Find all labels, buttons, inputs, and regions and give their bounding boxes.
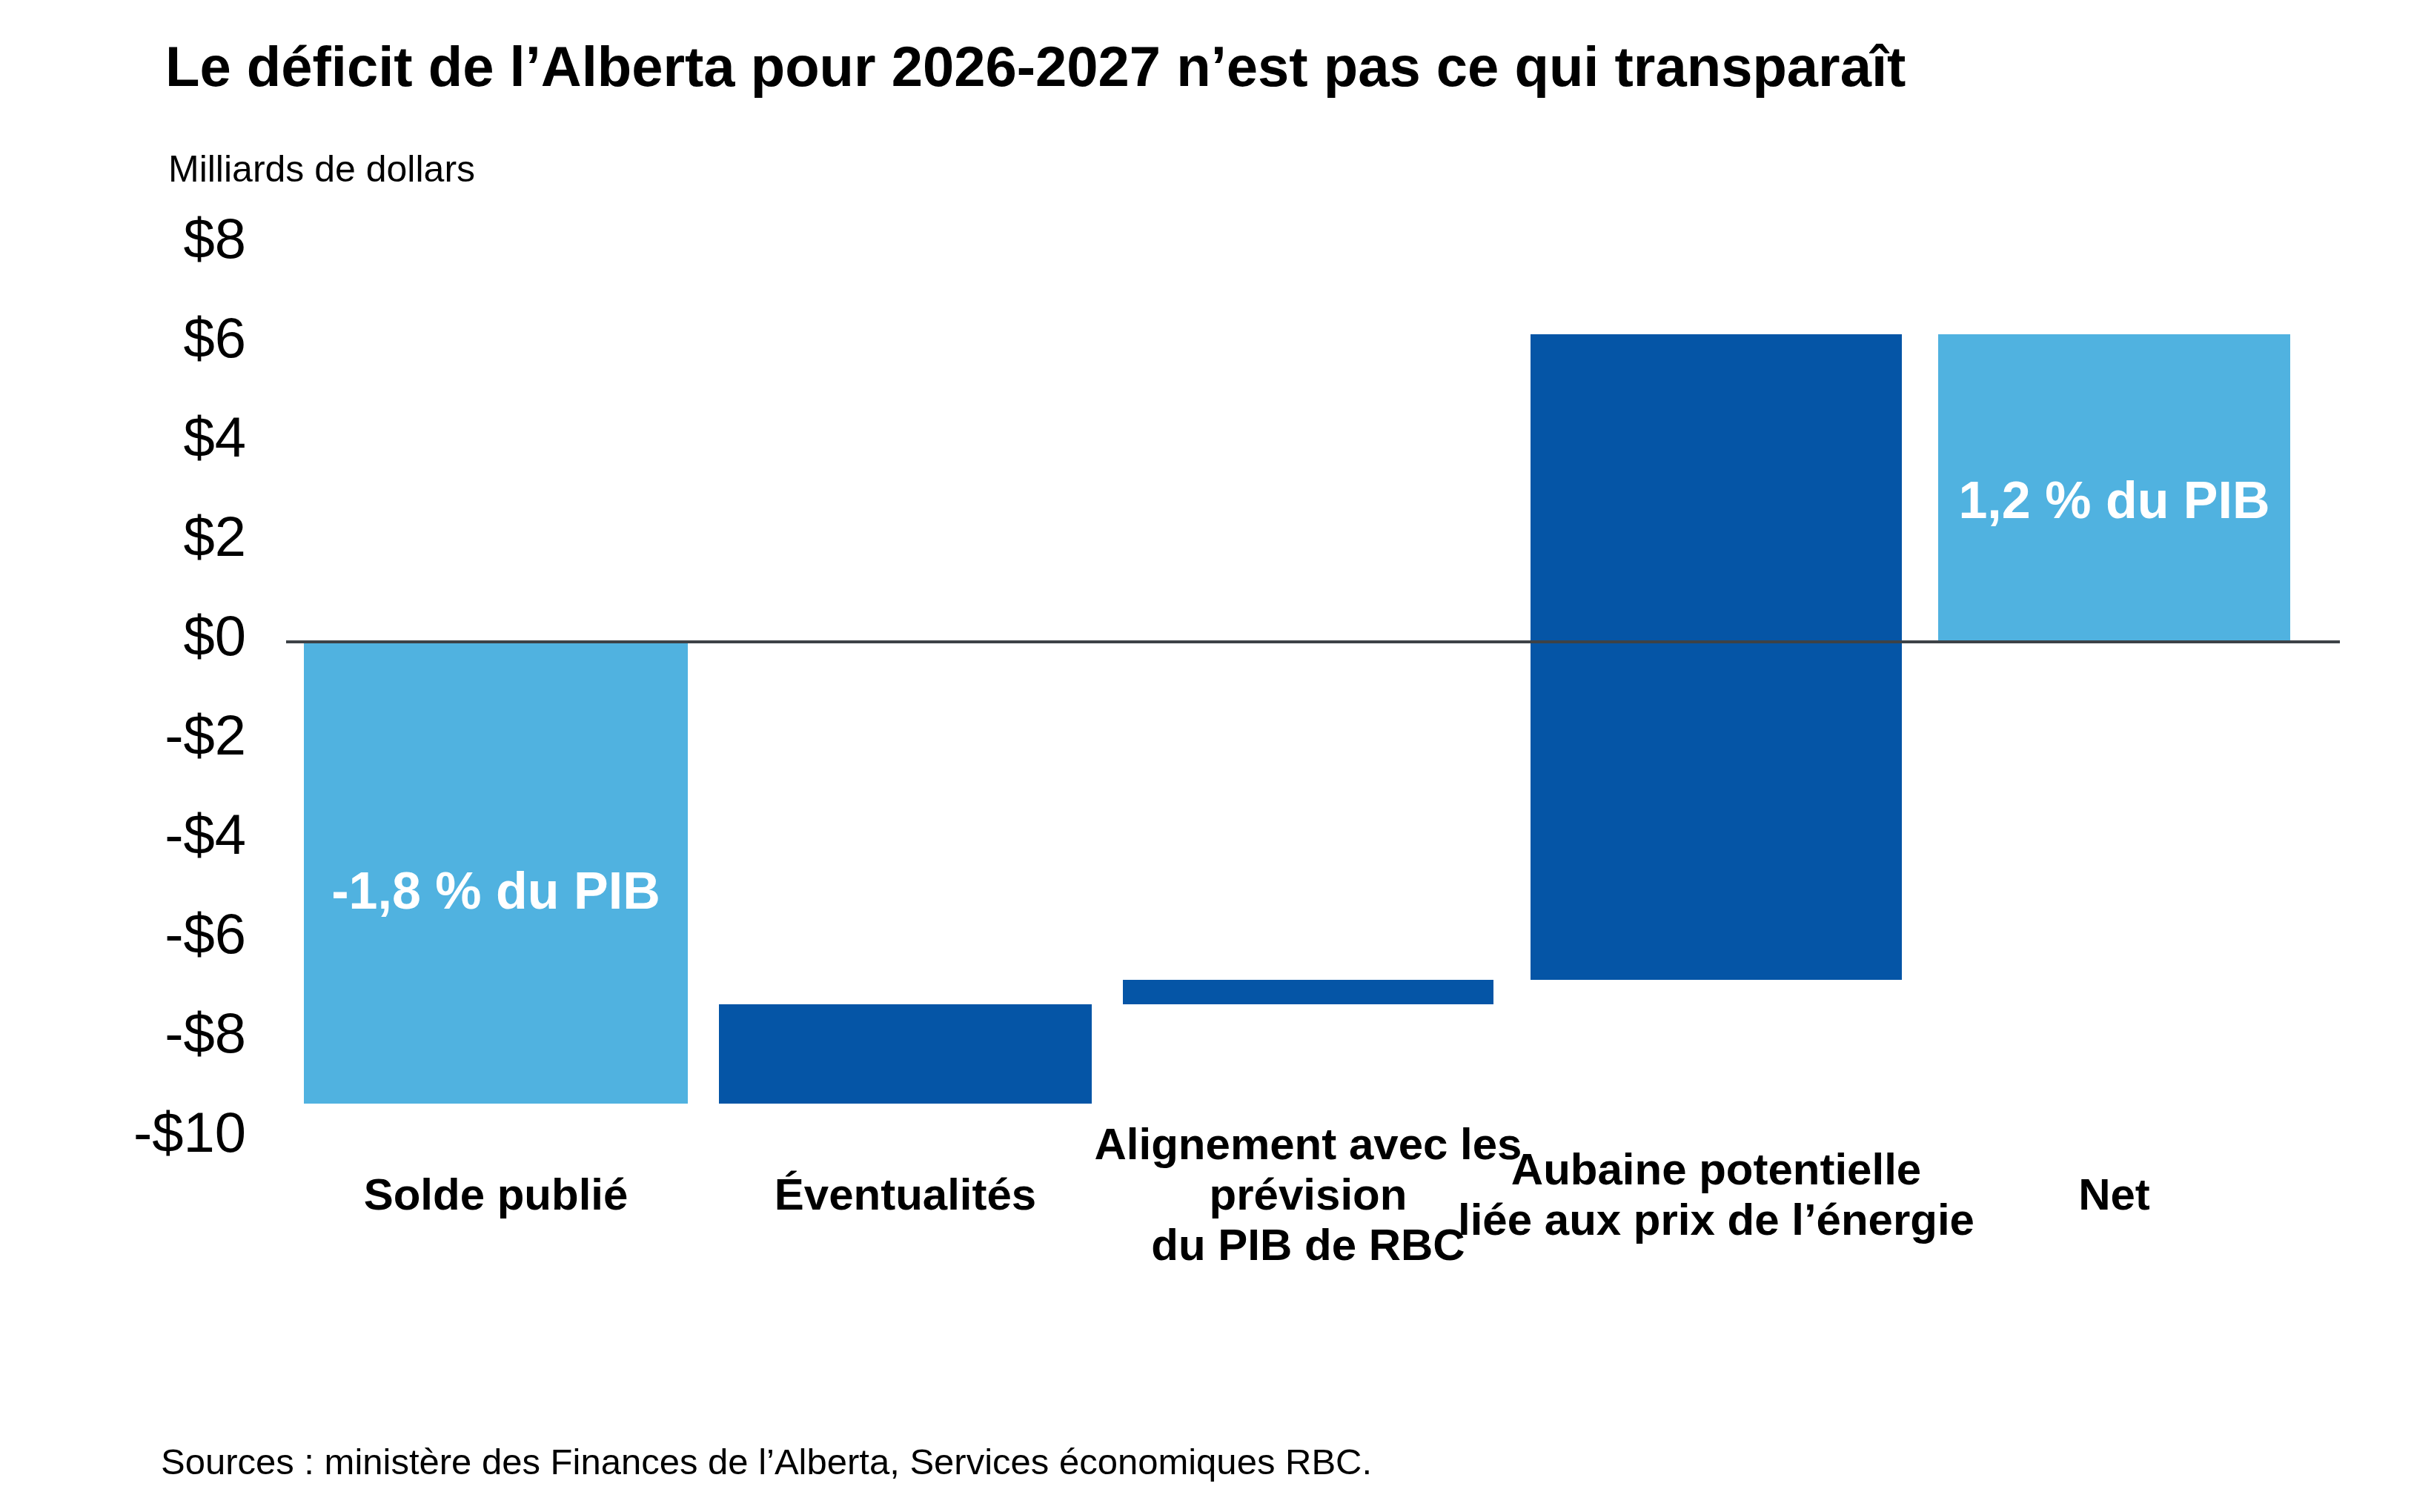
bar-1: -1,8 % du PIB (304, 642, 688, 1104)
bar-4 (1531, 334, 1902, 980)
category-label: Solde publié (364, 1170, 629, 1220)
bar-value-label: -1,8 % du PIB (304, 861, 688, 921)
y-tick-label: -$8 (0, 998, 246, 1068)
y-tick-label: -$4 (0, 800, 246, 869)
y-tick-label: $2 (0, 502, 246, 571)
category-label-line: Aubaine potentielle (1458, 1144, 1974, 1195)
category-label-line: Net (2078, 1170, 2150, 1220)
category-label: Éventualités (775, 1170, 1036, 1220)
category-label-line: liée aux prix de l’énergie (1458, 1195, 1974, 1245)
y-tick-label: -$2 (0, 700, 246, 770)
y-tick-label: -$10 (0, 1098, 246, 1167)
y-tick-label: $4 (0, 402, 246, 472)
category-label: Aubaine potentielleliée aux prix de l’én… (1458, 1144, 1974, 1245)
waterfall-chart: $8 $6 $4 $2 $0 -$2 -$4 -$6 -$8 -$10 -1,8 % du PIB S… (0, 0, 2414, 1512)
category-label: Net (2078, 1170, 2150, 1220)
bar-2 (719, 1004, 1092, 1104)
zero-gridline (286, 640, 2340, 643)
bar-5: 1,2 % du PIB (1938, 334, 2290, 642)
bar-3 (1123, 980, 1493, 1005)
category-label-line: Solde publié (364, 1170, 629, 1220)
bar-value-label: 1,2 % du PIB (1938, 471, 2290, 530)
y-tick-label: $8 (0, 204, 246, 273)
y-tick-label: $0 (0, 601, 246, 671)
y-tick-label: $6 (0, 303, 246, 373)
source-note: Sources : ministère des Finances de l’Al… (161, 1439, 1372, 1484)
y-tick-label: -$6 (0, 899, 246, 969)
category-label-line: Éventualités (775, 1170, 1036, 1220)
